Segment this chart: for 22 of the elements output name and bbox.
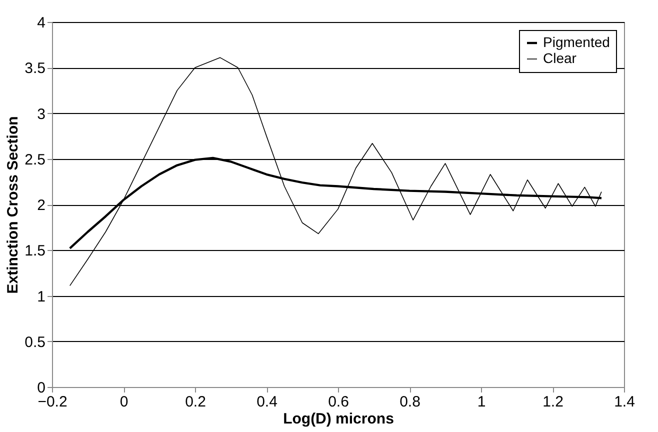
x-axis-title: Log(D) microns (283, 410, 394, 428)
x-tick-label: 1.2 (542, 394, 564, 410)
y-axis-title: Extinction Cross Section (4, 116, 22, 294)
y-tick-label: 0.5 (24, 334, 46, 351)
x-tick-label: 0.8 (400, 394, 420, 410)
legend-label: Pigmented (543, 34, 610, 50)
y-tick-label: 2 (37, 197, 46, 214)
x-tick-label: 0.2 (185, 394, 206, 410)
y-tick-label: 4 (37, 14, 46, 32)
x-tick-label: 0 (120, 394, 128, 410)
x-tick-label: 1 (477, 394, 486, 410)
x-tick-label: 0.4 (256, 394, 278, 410)
x-tick-label: −0.2 (38, 394, 68, 410)
y-tick-label: 1.5 (24, 242, 46, 260)
y-tick-label: 3.5 (24, 60, 46, 78)
y-tick-label: 0 (37, 380, 46, 396)
x-tick-label: 1.4 (614, 394, 635, 410)
y-tick-label: 1 (37, 288, 46, 306)
y-tick-label: 3 (37, 106, 46, 123)
y-tick-label: 2.5 (24, 151, 46, 168)
legend-label: Clear (543, 50, 577, 66)
x-tick-label: 0.6 (328, 394, 349, 410)
